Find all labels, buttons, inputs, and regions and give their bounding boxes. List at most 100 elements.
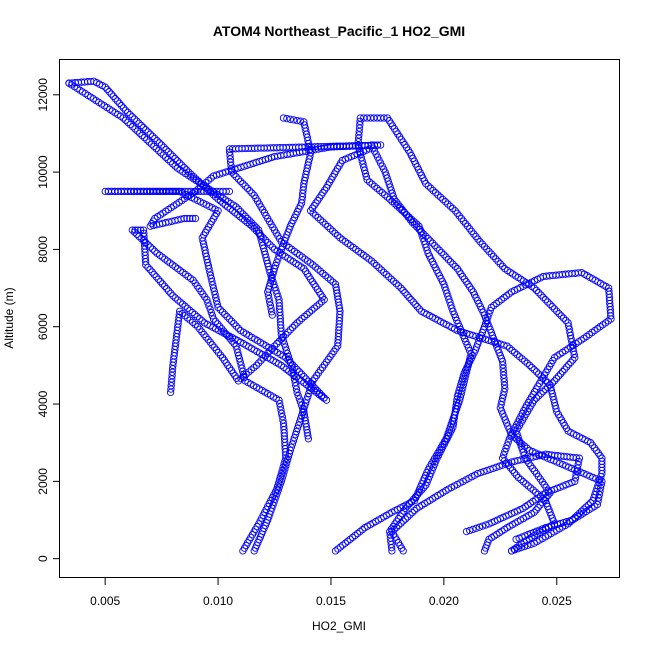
data-point [507, 547, 516, 555]
data-point [157, 141, 166, 149]
data-point [207, 174, 215, 182]
data-point [209, 172, 218, 180]
data-point [501, 448, 509, 456]
data-point [313, 302, 321, 310]
data-point [128, 113, 136, 121]
data-point [237, 374, 245, 383]
data-point [145, 138, 153, 146]
data-point [389, 277, 398, 285]
data-point [544, 298, 552, 306]
data-point [532, 286, 541, 295]
data-point [405, 500, 414, 508]
data-point [392, 279, 400, 288]
data-point [399, 517, 407, 525]
data-point [500, 451, 508, 459]
data-point [246, 187, 254, 195]
data-point [198, 317, 206, 325]
data-point [480, 547, 489, 555]
data-point [286, 359, 295, 367]
data-point [309, 209, 317, 217]
data-point [537, 372, 545, 380]
y-tick-label: 4000 [36, 390, 50, 417]
data-point [539, 387, 547, 396]
data-point [480, 242, 489, 251]
data-point [308, 380, 316, 388]
data-point [524, 541, 532, 550]
data-point [297, 401, 306, 409]
data-point [523, 359, 531, 367]
data-point [239, 372, 248, 381]
data-point [530, 284, 538, 292]
data-point [468, 227, 476, 236]
data-point [137, 121, 145, 130]
data-point [250, 363, 258, 372]
data-point [221, 310, 229, 319]
data-point [303, 396, 311, 404]
data-point [232, 203, 240, 211]
data-point [515, 437, 524, 446]
x-axis-label: HO2_GMI [312, 619, 366, 633]
data-point [422, 180, 430, 188]
data-point [239, 210, 247, 218]
data-point [500, 341, 508, 349]
data-point [232, 173, 240, 181]
data-point [336, 543, 345, 551]
data-point [174, 265, 182, 273]
data-point [117, 101, 126, 110]
data-point [101, 83, 109, 91]
data-point [346, 535, 354, 543]
y-tick-label: 12000 [36, 78, 50, 112]
data-point [497, 296, 506, 304]
data-point [370, 182, 379, 190]
data-point [105, 88, 113, 96]
data-point [281, 343, 290, 351]
data-point [241, 212, 249, 220]
data-point [492, 255, 500, 263]
data-point [211, 193, 220, 201]
data-point [496, 260, 504, 268]
data-point [580, 505, 588, 513]
data-point [243, 214, 252, 223]
x-tick-label: 0.020 [429, 594, 459, 608]
data-point [351, 531, 359, 540]
data-point [187, 170, 195, 179]
data-point [285, 356, 294, 364]
data-point [373, 184, 381, 193]
y-tick-label: 2000 [36, 468, 50, 495]
data-point [322, 396, 331, 404]
data-point [469, 525, 477, 534]
data-point [565, 360, 573, 369]
data-point [189, 172, 198, 181]
data-point [277, 361, 285, 370]
data-point [434, 191, 442, 199]
data-point [144, 128, 152, 136]
data-point [301, 402, 309, 410]
data-point [370, 259, 378, 267]
data-point [500, 456, 509, 465]
data-point [286, 446, 294, 455]
data-point [344, 537, 352, 545]
data-point [236, 326, 245, 335]
data-point [333, 231, 342, 240]
data-point [382, 270, 390, 279]
data-point [208, 312, 217, 320]
data-point [532, 368, 541, 376]
data-point [326, 225, 334, 233]
data-point [277, 245, 285, 254]
data-point [183, 314, 192, 322]
data-point [124, 118, 132, 127]
data-point [541, 376, 550, 385]
data-point [416, 488, 424, 496]
data-point [439, 195, 447, 204]
chart-title: ATOM4 Northeast_Pacific_1 HO2_GMI [213, 23, 465, 39]
data-point [205, 302, 213, 310]
data-point [306, 207, 315, 215]
data-point [539, 374, 547, 382]
data-point [489, 464, 497, 473]
data-point [186, 214, 194, 223]
data-point [417, 227, 425, 236]
data-point [562, 316, 570, 325]
data-point [534, 503, 542, 512]
data-point [115, 99, 124, 107]
data-point [569, 356, 577, 364]
